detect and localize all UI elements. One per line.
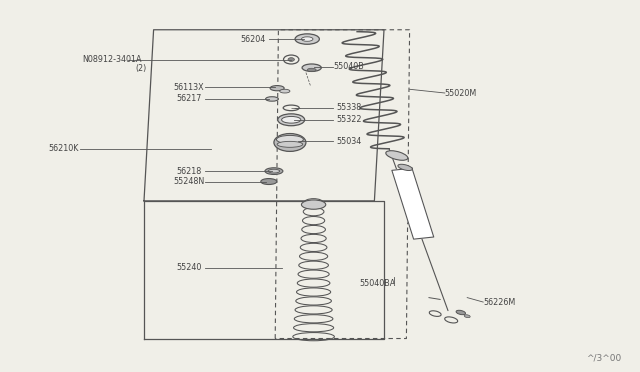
Ellipse shape	[295, 34, 319, 44]
Ellipse shape	[302, 64, 321, 71]
Ellipse shape	[464, 315, 470, 318]
Text: 56218: 56218	[176, 167, 202, 176]
Ellipse shape	[270, 86, 284, 91]
Text: 56113X: 56113X	[173, 83, 204, 92]
Ellipse shape	[307, 68, 316, 71]
Ellipse shape	[274, 134, 306, 151]
Ellipse shape	[282, 116, 301, 123]
Ellipse shape	[277, 141, 303, 147]
Text: 55040BA: 55040BA	[360, 279, 396, 288]
Text: N08912-3401A: N08912-3401A	[83, 55, 141, 64]
Polygon shape	[392, 168, 434, 239]
Ellipse shape	[301, 37, 313, 41]
Ellipse shape	[278, 114, 305, 126]
Ellipse shape	[266, 97, 278, 101]
Ellipse shape	[261, 179, 277, 185]
Ellipse shape	[268, 169, 280, 173]
Text: 55322: 55322	[336, 115, 362, 124]
Text: 56210K: 56210K	[49, 144, 79, 153]
Text: 55034: 55034	[336, 137, 362, 146]
Text: 56204: 56204	[240, 35, 266, 44]
Ellipse shape	[386, 151, 408, 160]
Ellipse shape	[280, 89, 290, 93]
Text: 55040B: 55040B	[333, 62, 364, 71]
Circle shape	[288, 58, 294, 61]
Text: ^/3^00: ^/3^00	[586, 354, 621, 363]
Text: 55248N: 55248N	[173, 177, 204, 186]
Text: 55240: 55240	[176, 263, 202, 272]
Text: 55338: 55338	[336, 103, 362, 112]
Text: 55020M: 55020M	[445, 89, 477, 97]
Ellipse shape	[301, 200, 326, 209]
Ellipse shape	[265, 168, 283, 174]
Ellipse shape	[398, 164, 412, 170]
Text: (2): (2)	[135, 64, 147, 73]
Text: 56217: 56217	[176, 94, 202, 103]
Ellipse shape	[456, 310, 465, 315]
Text: 56226M: 56226M	[483, 298, 515, 307]
Ellipse shape	[276, 135, 303, 144]
